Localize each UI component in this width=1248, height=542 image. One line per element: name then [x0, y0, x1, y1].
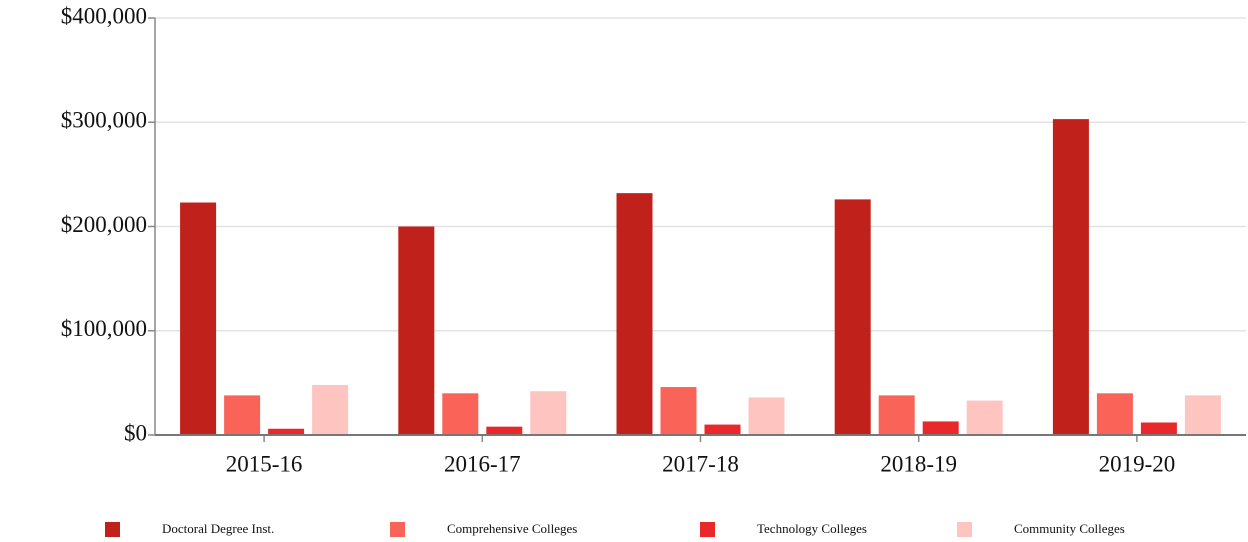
legend-label: Technology Colleges	[757, 521, 867, 536]
bar	[922, 421, 959, 435]
bar	[1184, 395, 1221, 435]
legend-label: Comprehensive Colleges	[447, 521, 577, 536]
bar	[268, 428, 305, 435]
y-tick-label: $400,000	[61, 3, 147, 28]
bar	[616, 193, 653, 435]
bar	[966, 400, 1003, 435]
bar	[224, 395, 261, 435]
bar	[530, 391, 567, 435]
x-tick-label: 2019-20	[1099, 451, 1176, 476]
x-tick-label: 2017-18	[662, 451, 739, 476]
bar	[398, 226, 435, 435]
y-tick-label: $300,000	[61, 108, 147, 133]
bar	[442, 393, 479, 435]
bar	[878, 395, 915, 435]
x-tick-label: 2018-19	[880, 451, 957, 476]
bar	[1140, 422, 1177, 435]
x-tick-label: 2016-17	[444, 451, 521, 476]
bar	[748, 397, 785, 435]
legend-swatch	[105, 522, 120, 537]
bar	[486, 426, 523, 435]
legend-swatch	[700, 522, 715, 537]
bar	[1096, 393, 1133, 435]
y-tick-label: $200,000	[61, 212, 147, 237]
legend-swatch	[957, 522, 972, 537]
x-tick-label: 2015-16	[226, 451, 303, 476]
bar	[180, 202, 217, 435]
bar	[660, 387, 697, 435]
y-tick-label: $100,000	[61, 316, 147, 341]
legend-swatch	[390, 522, 405, 537]
legend-label: Community Colleges	[1014, 521, 1125, 536]
bar	[704, 424, 741, 435]
bar	[1052, 119, 1089, 435]
bar	[834, 199, 871, 435]
y-tick-label: $0	[124, 420, 147, 445]
bar	[312, 384, 349, 435]
legend-label: Doctoral Degree Inst.	[162, 521, 274, 536]
